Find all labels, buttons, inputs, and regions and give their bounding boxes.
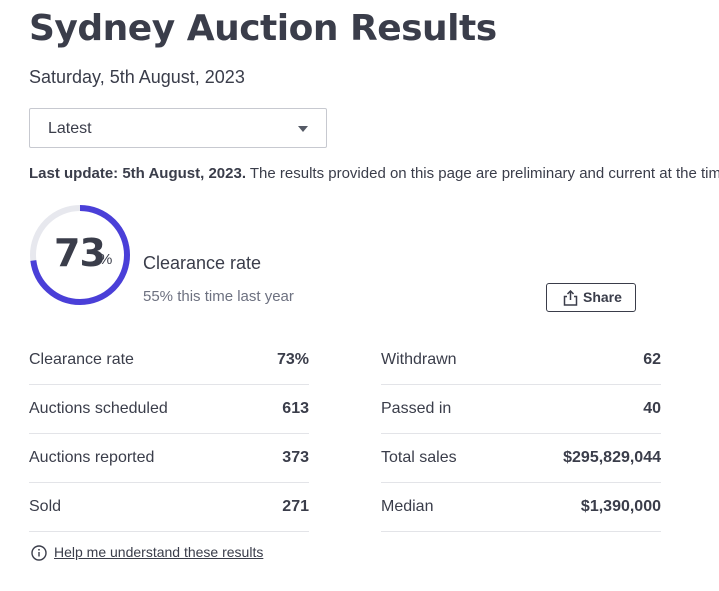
info-icon xyxy=(31,545,47,561)
page-date: Saturday, 5th August, 2023 xyxy=(29,67,245,87)
stat-label: Clearance rate xyxy=(29,351,134,368)
last-update-text: The results provided on this page are pr… xyxy=(249,165,719,182)
clearance-rate-percent-sign: % xyxy=(99,251,113,268)
clearance-rate-value: 73 xyxy=(54,231,106,275)
dropdown-selected-value: Latest xyxy=(48,120,92,137)
chevron-down-icon xyxy=(298,126,308,132)
share-label: Share xyxy=(583,289,622,305)
date-filter-dropdown[interactable]: Latest xyxy=(29,108,327,148)
stat-value: $295,829,044 xyxy=(563,449,661,466)
page-title: Sydney Auction Results xyxy=(29,8,497,49)
stat-value: 73% xyxy=(276,351,309,368)
stat-row-passed-in: Passed in 40 xyxy=(381,385,661,434)
stat-value: 613 xyxy=(282,400,309,417)
share-button[interactable]: Share xyxy=(546,283,636,312)
stat-value: 62 xyxy=(643,351,661,368)
clearance-rate-label: Clearance rate xyxy=(143,253,262,273)
stat-value: $1,390,000 xyxy=(580,498,661,515)
stats-left-column: Clearance rate 73% Auctions scheduled 61… xyxy=(29,336,309,532)
stat-value: 271 xyxy=(282,498,309,515)
last-year-comparison: 55% this time last year xyxy=(143,288,294,305)
share-icon xyxy=(563,290,578,306)
stats-right-column: Withdrawn 62 Passed in 40 Total sales $2… xyxy=(381,336,661,532)
stat-label: Sold xyxy=(29,498,62,515)
stat-label: Auctions scheduled xyxy=(29,400,168,417)
stat-label: Median xyxy=(381,498,434,515)
stat-row-auctions-reported: Auctions reported 373 xyxy=(29,434,309,483)
last-update-note: Last update: 5th August, 2023. The resul… xyxy=(29,165,719,182)
stat-row-clearance-rate: Clearance rate 73% xyxy=(29,336,309,385)
last-update-date: Last update: 5th August, 2023. xyxy=(29,165,246,182)
stat-row-median: Median $1,390,000 xyxy=(381,483,661,532)
stat-row-auctions-scheduled: Auctions scheduled 613 xyxy=(29,385,309,434)
clearance-ring-chart xyxy=(30,205,130,305)
ring-progress-arc xyxy=(30,205,130,305)
stat-row-sold: Sold 271 xyxy=(29,483,309,532)
stat-label: Withdrawn xyxy=(381,351,457,368)
stat-row-withdrawn: Withdrawn 62 xyxy=(381,336,661,385)
stat-value: 373 xyxy=(282,449,309,466)
stat-label: Passed in xyxy=(381,400,452,417)
stat-label: Total sales xyxy=(381,449,457,466)
stat-label: Auctions reported xyxy=(29,449,155,466)
stat-value: 40 xyxy=(643,400,661,417)
clearance-ring: 73 % xyxy=(28,203,132,307)
help-link-text[interactable]: Help me understand these results xyxy=(54,544,264,560)
stat-row-total-sales: Total sales $295,829,044 xyxy=(381,434,661,483)
